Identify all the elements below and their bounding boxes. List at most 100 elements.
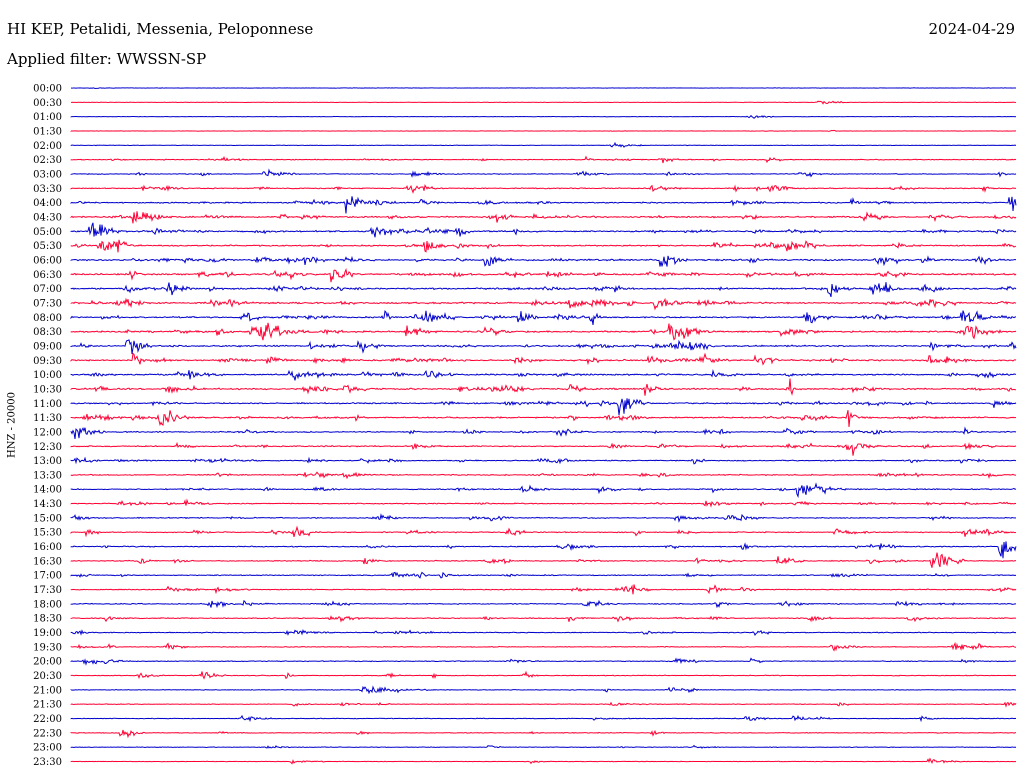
trace-line [70, 322, 1017, 341]
row-time-label: 05:30 [33, 241, 62, 252]
trace-line [70, 398, 1017, 416]
row-time-label: 16:30 [33, 556, 62, 567]
row-time-label: 13:00 [33, 456, 62, 467]
row-time-label: 11:30 [33, 413, 62, 424]
trace-line [70, 222, 1017, 238]
row-time-label: 09:00 [33, 341, 62, 352]
trace-line [70, 657, 1017, 666]
trace-line [70, 513, 1017, 523]
row-time-label: 13:30 [33, 470, 62, 481]
row-time-label: 23:00 [33, 743, 62, 754]
row-time-label: 09:30 [33, 356, 62, 367]
trace-line [70, 641, 1017, 652]
row-time-label: 08:00 [33, 313, 62, 324]
trace-line [70, 100, 1017, 105]
trace-line [70, 629, 1017, 636]
trace-line [70, 168, 1017, 178]
trace-line [70, 378, 1017, 396]
trace-line [70, 441, 1017, 456]
row-time-label: 18:00 [33, 599, 62, 610]
row-time-label: 03:00 [33, 169, 62, 180]
trace-line [70, 615, 1017, 623]
row-time-label: 01:00 [33, 112, 62, 123]
trace-line [70, 155, 1017, 164]
trace-line [70, 268, 1017, 283]
row-time-label: 20:00 [33, 657, 62, 668]
trace-line [70, 456, 1017, 465]
trace-line [70, 670, 1017, 680]
trace-line [70, 211, 1017, 224]
row-time-label: 15:00 [33, 513, 62, 524]
row-time-label: 05:00 [33, 227, 62, 238]
trace-line [70, 599, 1017, 609]
row-time-label: 14:30 [33, 499, 62, 510]
row-time-label: 22:00 [33, 714, 62, 725]
row-time-label: 01:30 [33, 126, 62, 137]
trace-line [70, 310, 1017, 325]
row-time-label: 04:00 [33, 198, 62, 209]
trace-line [70, 369, 1017, 381]
trace-line [70, 255, 1017, 267]
trace-line [70, 196, 1017, 214]
row-time-label: 07:00 [33, 284, 62, 295]
trace-line [70, 282, 1017, 298]
row-time-label: 18:30 [33, 614, 62, 625]
trace-line [70, 114, 1017, 119]
trace-line [70, 729, 1017, 739]
row-time-label: 17:00 [33, 571, 62, 582]
trace-line [70, 525, 1017, 538]
trace-line [70, 552, 1017, 568]
row-time-label: 22:30 [33, 728, 62, 739]
row-time-label: 23:30 [33, 757, 62, 768]
trace-line [70, 297, 1017, 311]
row-time-label: 06:00 [33, 255, 62, 266]
row-time-label: 00:30 [33, 98, 62, 109]
row-time-label: 10:00 [33, 370, 62, 381]
trace-line [70, 498, 1017, 508]
row-time-label: 10:30 [33, 384, 62, 395]
trace-line [70, 482, 1017, 499]
trace-line [70, 685, 1017, 695]
row-time-label: 16:00 [33, 542, 62, 553]
trace-line [70, 141, 1017, 148]
station-title: HI KEP, Petalidi, Messenia, Peloponnese [7, 20, 314, 38]
row-time-label: 19:00 [33, 628, 62, 639]
trace-line [70, 571, 1017, 579]
trace-line [70, 410, 1017, 428]
trace-line [70, 239, 1017, 253]
row-time-label: 21:00 [33, 685, 62, 696]
row-time-label: 00:00 [33, 84, 62, 95]
trace-line [70, 339, 1017, 355]
trace-line [70, 757, 1017, 765]
trace-line [70, 184, 1017, 194]
row-time-label: 12:30 [33, 442, 62, 453]
row-time-label: 02:30 [33, 155, 62, 166]
row-time-label: 06:30 [33, 270, 62, 281]
trace-line [70, 352, 1017, 366]
row-time-label: 21:30 [33, 700, 62, 711]
row-time-label: 19:30 [33, 642, 62, 653]
row-time-label: 14:00 [33, 485, 62, 496]
plot-date: 2024-04-29 [928, 20, 1015, 38]
applied-filter-label: Applied filter: WWSSN-SP [7, 50, 207, 68]
row-time-label: 08:30 [33, 327, 62, 338]
trace-line [70, 87, 1016, 90]
trace-line [70, 129, 1017, 132]
row-time-label: 02:00 [33, 141, 62, 152]
row-time-label: 15:30 [33, 528, 62, 539]
row-time-label: 17:30 [33, 585, 62, 596]
row-time-label: 20:30 [33, 671, 62, 682]
trace-line [70, 714, 1017, 723]
trace-line [70, 744, 1017, 749]
row-time-label: 03:30 [33, 184, 62, 195]
trace-line [70, 541, 1017, 559]
trace-line [70, 701, 1017, 708]
row-time-label: 11:00 [33, 399, 62, 410]
row-time-label: 12:00 [33, 427, 62, 438]
row-time-label: 07:30 [33, 298, 62, 309]
trace-line [70, 584, 1017, 595]
trace-line [70, 471, 1017, 480]
row-time-label: 04:30 [33, 212, 62, 223]
trace-line [70, 426, 1017, 440]
